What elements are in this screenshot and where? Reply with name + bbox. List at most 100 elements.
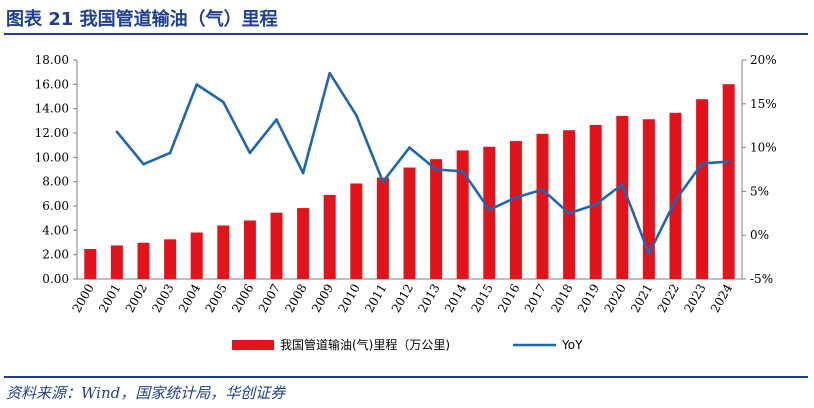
x-tick-label: 2011 [362, 282, 389, 315]
x-tick-label: 2009 [309, 282, 336, 315]
yoy-point-2021 [647, 252, 651, 255]
y-left-tick-label: 12.00 [35, 126, 69, 140]
top-rule [4, 33, 808, 35]
yoy-point-2019 [594, 203, 597, 206]
bar-2023 [696, 99, 709, 279]
yoy-point-2005 [222, 100, 225, 104]
y-right-tick-label: 15% [750, 97, 777, 111]
x-tick-label: 2007 [256, 282, 283, 315]
x-tick-label: 2021 [628, 282, 655, 315]
yoy-point-2011 [381, 180, 385, 184]
bar-2012 [403, 167, 416, 279]
legend-swatch-bars [232, 340, 274, 350]
y-left-tick-label: 10.00 [35, 150, 69, 164]
yoy-point-2018 [567, 212, 571, 215]
x-tick-label: 2013 [415, 282, 442, 315]
bottom-rule [4, 376, 808, 378]
yoy-point-2007 [275, 118, 278, 121]
bar-2005 [217, 225, 230, 279]
yoy-point-2008 [301, 171, 305, 175]
x-tick-label: 2016 [495, 282, 522, 315]
y-right-tick-label: 20% [750, 53, 777, 67]
yoy-point-2015 [488, 208, 491, 212]
yoy-line [115, 71, 729, 255]
bar-2014 [456, 150, 469, 279]
chart-title: 图表 21 我国管道输油（气）里程 [6, 9, 278, 30]
yoy-point-2014 [461, 169, 465, 173]
bar-2009 [323, 194, 336, 279]
x-tick-label: 2008 [282, 282, 309, 315]
x-tick-label: 2001 [96, 282, 123, 315]
yoy-point-2013 [434, 168, 438, 171]
y-right-tick-label: -5% [750, 272, 773, 286]
y-left-tick-label: 0.00 [42, 272, 69, 286]
x-tick-label: 2022 [655, 282, 682, 315]
bar-2007 [270, 212, 283, 279]
x-tick-label: 2018 [548, 282, 575, 315]
bar-2011 [376, 177, 389, 279]
y-left-tick-label: 14.00 [35, 102, 69, 116]
bar-2010 [350, 183, 363, 279]
bar-2024 [722, 84, 735, 279]
yoy-point-2017 [541, 188, 544, 191]
y-left-tick-label: 4.00 [42, 223, 69, 237]
x-tick-label: 2003 [149, 282, 176, 315]
bar-2000 [84, 248, 97, 279]
legend-label-line: YoY [561, 338, 583, 352]
chart-area: 0.00 2.00 4.00 6.00 8.00 10.00 12.00 14.00 16.00… [35, 53, 777, 352]
x-tick-label: 2012 [389, 282, 416, 315]
bar-2001 [110, 245, 123, 279]
x-tick-label: 2015 [469, 282, 496, 315]
bar-2006 [243, 220, 256, 279]
x-tick-label: 2004 [176, 281, 204, 315]
bar-2004 [190, 232, 203, 279]
yoy-point-2010 [355, 113, 358, 117]
x-tick-label: 2020 [602, 282, 629, 315]
x-tick-label: 2000 [70, 282, 97, 315]
yoy-point-2016 [514, 196, 518, 199]
title-bar: 图表 21 我国管道输油（气）里程 [0, 0, 814, 34]
yoy-point-2003 [168, 151, 172, 155]
x-tick-label: 2017 [522, 282, 549, 315]
legend-label-bars: 我国管道输油(气)里程（万公里) [280, 337, 450, 352]
bar-2015 [483, 146, 496, 279]
x-tick-label: 2002 [123, 282, 150, 315]
bar-2017 [536, 133, 549, 279]
yoy-point-2022 [674, 198, 677, 202]
x-tick-label: 2024 [708, 281, 736, 315]
yoy-point-2020 [621, 183, 624, 186]
yoy-point-2004 [195, 83, 198, 86]
yoy-point-2023 [700, 162, 704, 165]
x-tick-label: 2005 [203, 282, 230, 315]
y-left-tick-label: 18.00 [35, 53, 69, 67]
yoy-point-2024 [727, 160, 730, 163]
bar-2022 [669, 112, 682, 279]
y-right-tick-label: 0% [750, 228, 769, 242]
yoy-point-2009 [328, 71, 332, 75]
bar-2016 [509, 141, 522, 279]
yoy-point-2012 [408, 146, 411, 149]
bar-2002 [137, 242, 150, 279]
bar-2019 [589, 124, 602, 279]
x-tick-label: 2014 [442, 281, 470, 315]
source-note: 资料来源：Wind，国家统计局，华创证券 [6, 384, 286, 402]
y-right-tick-label: 5% [750, 184, 769, 198]
bar-2008 [297, 208, 310, 279]
y-right-tick-label: 10% [750, 141, 777, 155]
bar-2021 [642, 119, 655, 279]
bar-2003 [164, 239, 177, 279]
yoy-point-2006 [248, 151, 252, 155]
y-left-tick-label: 16.00 [35, 77, 69, 91]
yoy-point-2001 [115, 130, 119, 134]
bar-2018 [563, 130, 576, 279]
yoy-point-2002 [142, 162, 145, 166]
y-left-tick-label: 6.00 [42, 199, 69, 213]
x-tick-label: 2023 [681, 282, 708, 315]
bar-2013 [430, 159, 443, 279]
bar-2020 [616, 115, 629, 279]
y-left-tick-label: 2.00 [42, 248, 69, 262]
x-tick-label: 2010 [336, 282, 363, 315]
x-tick-label: 2019 [575, 282, 602, 315]
x-tick-label: 2006 [229, 282, 256, 315]
y-left-tick-label: 8.00 [42, 175, 69, 189]
